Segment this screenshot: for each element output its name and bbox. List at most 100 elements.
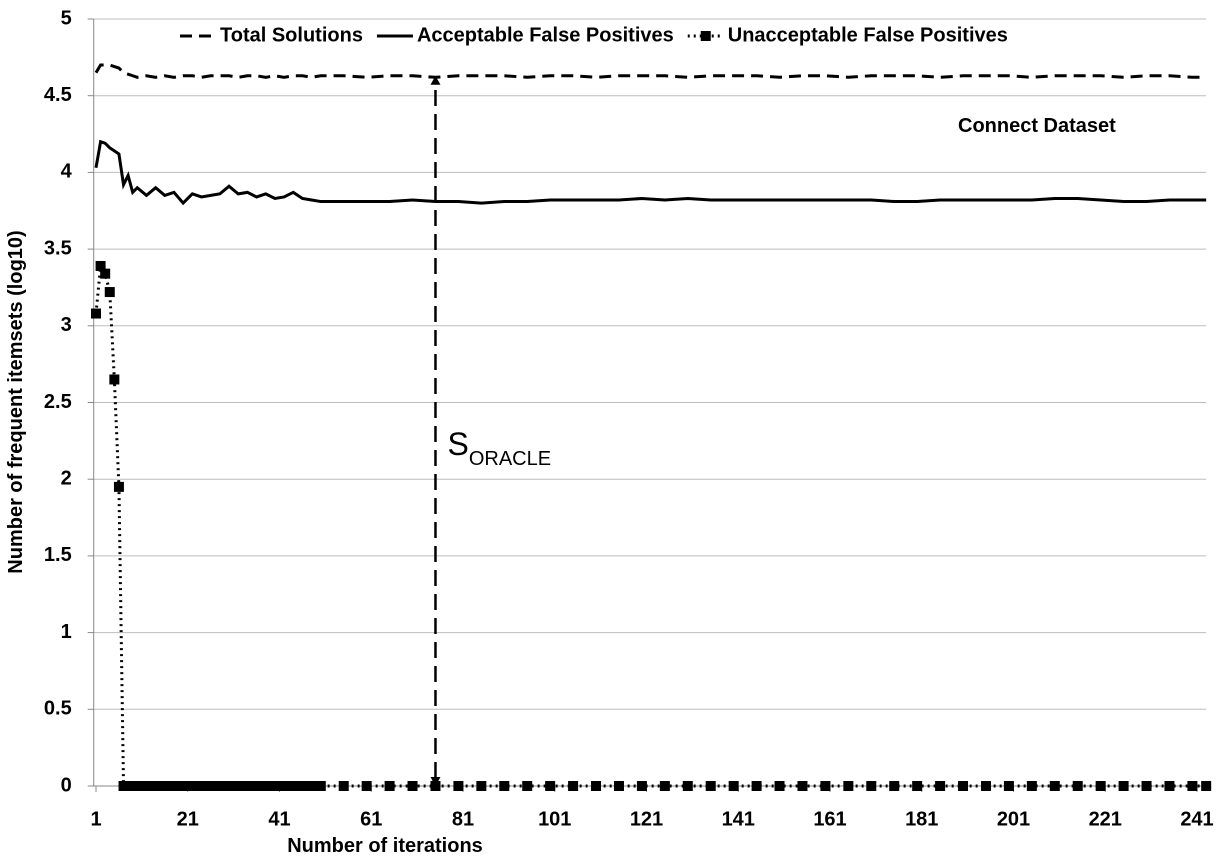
x-tick-label: 181 <box>905 808 938 830</box>
marker <box>1095 781 1106 791</box>
marker <box>141 781 152 791</box>
marker <box>636 781 647 791</box>
marker <box>104 287 115 298</box>
marker <box>659 781 670 791</box>
arrow-head <box>430 777 441 786</box>
y-tick-label: 2 <box>61 467 72 489</box>
marker <box>168 781 179 791</box>
y-axis-title: Number of frequent itemsets (log10) <box>5 230 27 573</box>
marker <box>233 781 244 791</box>
x-tick-label: 61 <box>360 808 382 830</box>
arrow-head <box>430 75 441 85</box>
marker <box>1201 781 1212 791</box>
marker <box>1049 781 1060 791</box>
marker <box>889 781 900 791</box>
marker <box>1141 781 1152 791</box>
y-tick-label: 0.5 <box>44 698 72 720</box>
legend-background <box>170 20 1022 52</box>
marker <box>95 260 106 271</box>
x-tick-label: 121 <box>630 808 663 830</box>
marker <box>935 781 946 791</box>
series-line <box>94 63 1207 79</box>
marker <box>958 781 969 791</box>
marker <box>306 781 317 791</box>
legend-label: Unacceptable False Positives <box>728 24 1008 46</box>
y-tick-label: 4.5 <box>44 84 72 106</box>
x-tick-label: 1 <box>90 808 101 830</box>
x-tick-label: 21 <box>177 808 199 830</box>
marker <box>109 374 120 385</box>
marker <box>91 308 101 319</box>
marker <box>242 781 253 791</box>
marker <box>315 781 326 791</box>
marker <box>797 781 808 791</box>
y-tick-label: 5 <box>61 7 72 29</box>
marker <box>205 781 216 791</box>
oracle-label-sub: ORACLE <box>469 448 551 470</box>
marker <box>224 781 235 791</box>
marker <box>100 268 111 279</box>
marker <box>251 781 262 791</box>
series-line <box>94 261 1207 788</box>
legend-label: Acceptable False Positives <box>417 24 674 46</box>
y-tick-label: 3.5 <box>44 237 72 259</box>
annotation: Connect Dataset <box>958 115 1116 137</box>
x-tick-label: 81 <box>452 808 474 830</box>
marker <box>214 781 225 791</box>
marker <box>476 781 487 791</box>
marker <box>499 781 510 791</box>
marker <box>159 781 170 791</box>
marker <box>338 781 349 791</box>
y-tick-label: 4 <box>61 161 73 183</box>
marker <box>613 781 624 791</box>
y-tick-label: 1.5 <box>44 544 72 566</box>
marker <box>705 781 716 791</box>
marker <box>1072 781 1083 791</box>
marker <box>453 781 464 791</box>
x-tick-label: 101 <box>538 808 571 830</box>
marker <box>297 781 308 791</box>
marker <box>384 781 395 791</box>
marker <box>751 781 762 791</box>
oracle-label: SORACLE <box>447 426 551 470</box>
marker <box>912 781 923 791</box>
marker <box>820 781 831 791</box>
marker <box>591 781 602 791</box>
x-tick-label: 201 <box>997 808 1030 830</box>
marker <box>866 781 877 791</box>
marker <box>568 781 579 791</box>
marker <box>132 781 143 791</box>
oracle-label-main: S <box>447 426 468 462</box>
marker <box>178 781 189 791</box>
y-tick-label: 1 <box>61 621 72 643</box>
marker <box>269 781 280 791</box>
marker <box>113 481 124 492</box>
marker <box>187 781 198 791</box>
marker <box>407 781 418 791</box>
y-tick-label: 2.5 <box>44 391 72 413</box>
marker <box>1118 781 1129 791</box>
x-tick-label: 221 <box>1089 808 1122 830</box>
y-tick-label: 3 <box>61 314 72 336</box>
marker <box>774 781 785 791</box>
marker <box>1003 781 1014 791</box>
marker <box>361 781 372 791</box>
marker <box>288 781 299 791</box>
x-tick-label: 141 <box>722 808 755 830</box>
marker <box>1164 781 1175 791</box>
marker <box>522 781 533 791</box>
marker <box>545 781 556 791</box>
marker <box>196 781 207 791</box>
x-tick-label: 161 <box>813 808 846 830</box>
legend-marker <box>700 31 711 41</box>
marker <box>260 781 271 791</box>
marker <box>1026 781 1037 791</box>
marker <box>682 781 693 791</box>
marker <box>150 781 161 791</box>
marker <box>980 781 991 791</box>
x-tick-label: 241 <box>1180 808 1213 830</box>
y-tick-label: 0 <box>61 774 72 796</box>
marker <box>843 781 854 791</box>
marker <box>279 781 290 791</box>
